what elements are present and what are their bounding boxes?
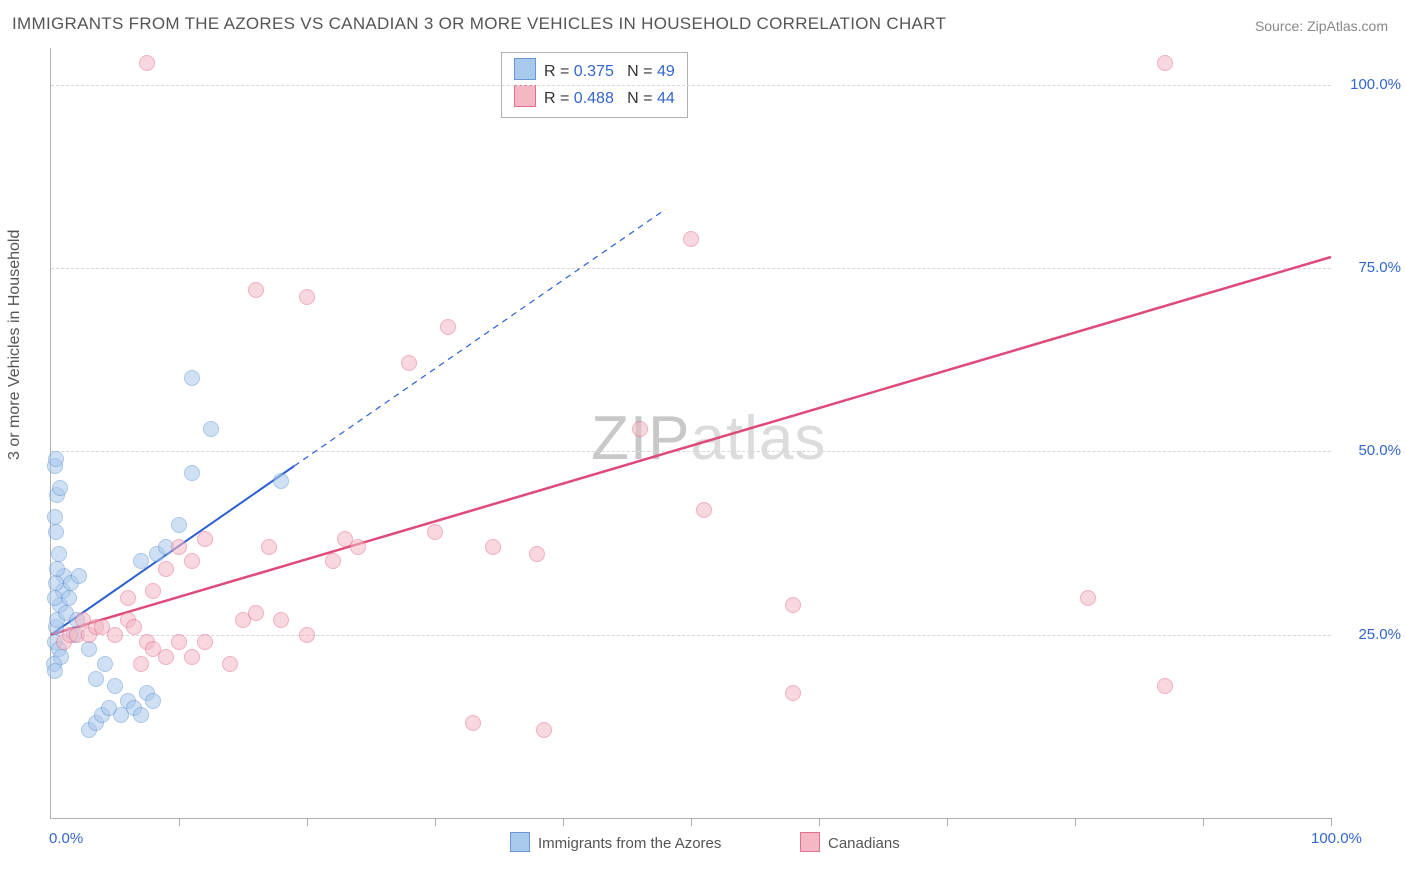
data-point-canadians (261, 539, 277, 555)
data-point-canadians (465, 715, 481, 731)
data-point-azores (97, 656, 113, 672)
data-point-canadians (683, 231, 699, 247)
data-point-azores (184, 370, 200, 386)
plot-area: R = 0.375 N = 49R = 0.488 N = 44 ZIPatla… (50, 48, 1331, 819)
data-point-canadians (299, 627, 315, 643)
data-point-azores (51, 546, 67, 562)
bottom-legend-label: Immigrants from the Azores (538, 835, 721, 852)
data-point-azores (133, 707, 149, 723)
data-point-canadians (1080, 590, 1096, 606)
x-tick (947, 818, 948, 826)
data-point-canadians (184, 649, 200, 665)
data-point-canadians (485, 539, 501, 555)
trend-lines (51, 48, 1331, 818)
data-point-azores (61, 590, 77, 606)
trendline-canadians (51, 257, 1331, 635)
data-point-azores (101, 700, 117, 716)
x-tick (307, 818, 308, 826)
data-point-azores (273, 473, 289, 489)
data-point-canadians (197, 531, 213, 547)
x-tick (1075, 818, 1076, 826)
data-point-canadians (133, 656, 149, 672)
data-point-azores (52, 480, 68, 496)
data-point-canadians (350, 539, 366, 555)
bottom-legend-label: Canadians (828, 835, 900, 852)
data-point-canadians (158, 561, 174, 577)
bottom-legend-item: Immigrants from the Azores (510, 832, 721, 852)
data-point-canadians (325, 553, 341, 569)
data-point-canadians (440, 319, 456, 335)
data-point-azores (88, 671, 104, 687)
y-tick-label: 75.0% (1339, 259, 1401, 276)
data-point-azores (49, 561, 65, 577)
legend-swatch (510, 832, 530, 852)
chart-container: IMMIGRANTS FROM THE AZORES VS CANADIAN 3… (0, 0, 1406, 892)
data-point-azores (107, 678, 123, 694)
data-point-canadians (171, 539, 187, 555)
source-attribution: Source: ZipAtlas.com (1255, 18, 1388, 34)
data-point-canadians (139, 55, 155, 71)
x-tick (1203, 818, 1204, 826)
data-point-canadians (145, 583, 161, 599)
data-point-azores (48, 451, 64, 467)
legend-swatch (800, 832, 820, 852)
data-point-azores (133, 553, 149, 569)
data-point-canadians (120, 590, 136, 606)
x-tick (1331, 818, 1332, 826)
data-point-canadians (248, 282, 264, 298)
data-point-canadians (427, 524, 443, 540)
y-tick-label: 100.0% (1339, 76, 1401, 93)
y-tick-label: 50.0% (1339, 442, 1401, 459)
y-tick-label: 25.0% (1339, 626, 1401, 643)
x-tick (691, 818, 692, 826)
bottom-legend-item: Canadians (800, 832, 900, 852)
x-tick-label: 100.0% (1311, 830, 1362, 847)
data-point-canadians (158, 649, 174, 665)
x-tick (435, 818, 436, 826)
x-tick (563, 818, 564, 826)
data-point-canadians (197, 634, 213, 650)
data-point-azores (145, 693, 161, 709)
chart-title: IMMIGRANTS FROM THE AZORES VS CANADIAN 3… (12, 14, 946, 34)
data-point-canadians (1157, 55, 1173, 71)
data-point-canadians (171, 634, 187, 650)
data-point-canadians (107, 627, 123, 643)
data-point-canadians (1157, 678, 1173, 694)
data-point-canadians (696, 502, 712, 518)
x-tick-label: 0.0% (49, 830, 83, 847)
x-tick (179, 818, 180, 826)
y-axis-label: 3 or more Vehicles in Household (6, 230, 24, 460)
trendline-azores-dashed (294, 209, 665, 466)
data-point-canadians (536, 722, 552, 738)
data-point-azores (171, 517, 187, 533)
data-point-azores (48, 524, 64, 540)
x-tick (819, 818, 820, 826)
data-point-canadians (248, 605, 264, 621)
